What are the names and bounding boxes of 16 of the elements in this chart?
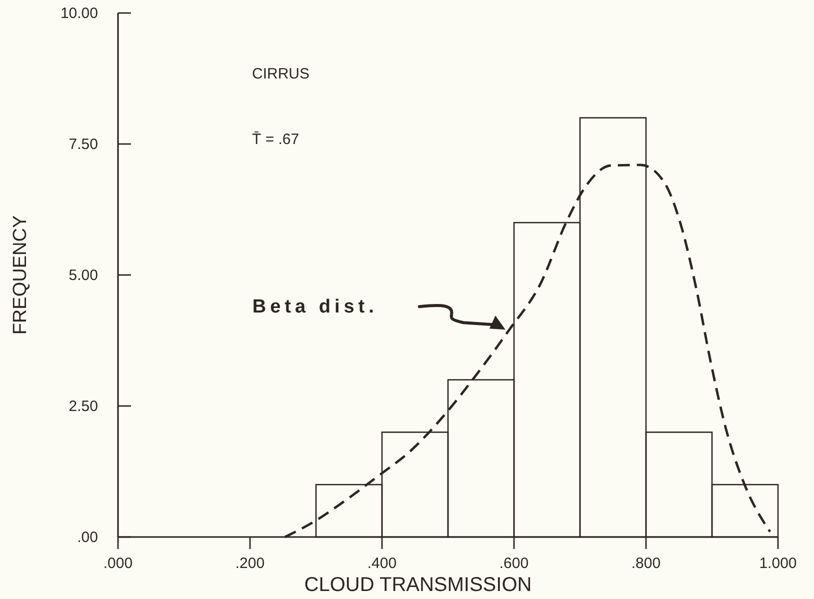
x-tick-label: 1.000 [759,555,797,572]
y-tick-label: 2.50 [68,398,98,415]
annotation: Beta dist. [252,296,378,318]
y-tick-label: 5.00 [68,267,98,284]
x-axis-title: CLOUD TRANSMISSION [304,574,532,596]
y-tick-label: .00 [77,529,98,546]
x-tick-label: .400 [367,555,397,572]
x-tick-label: .200 [235,555,265,572]
annotation: CIRRUS [252,66,310,82]
annotation: T̄ = .67 [252,131,300,148]
x-tick-label: .000 [103,555,133,572]
x-tick-label: .800 [631,555,661,572]
y-tick-label: 10.00 [60,5,98,22]
y-tick-label: 7.50 [68,136,98,153]
x-tick-label: .600 [499,555,529,572]
y-axis-title: FREQUENCY [10,215,31,335]
